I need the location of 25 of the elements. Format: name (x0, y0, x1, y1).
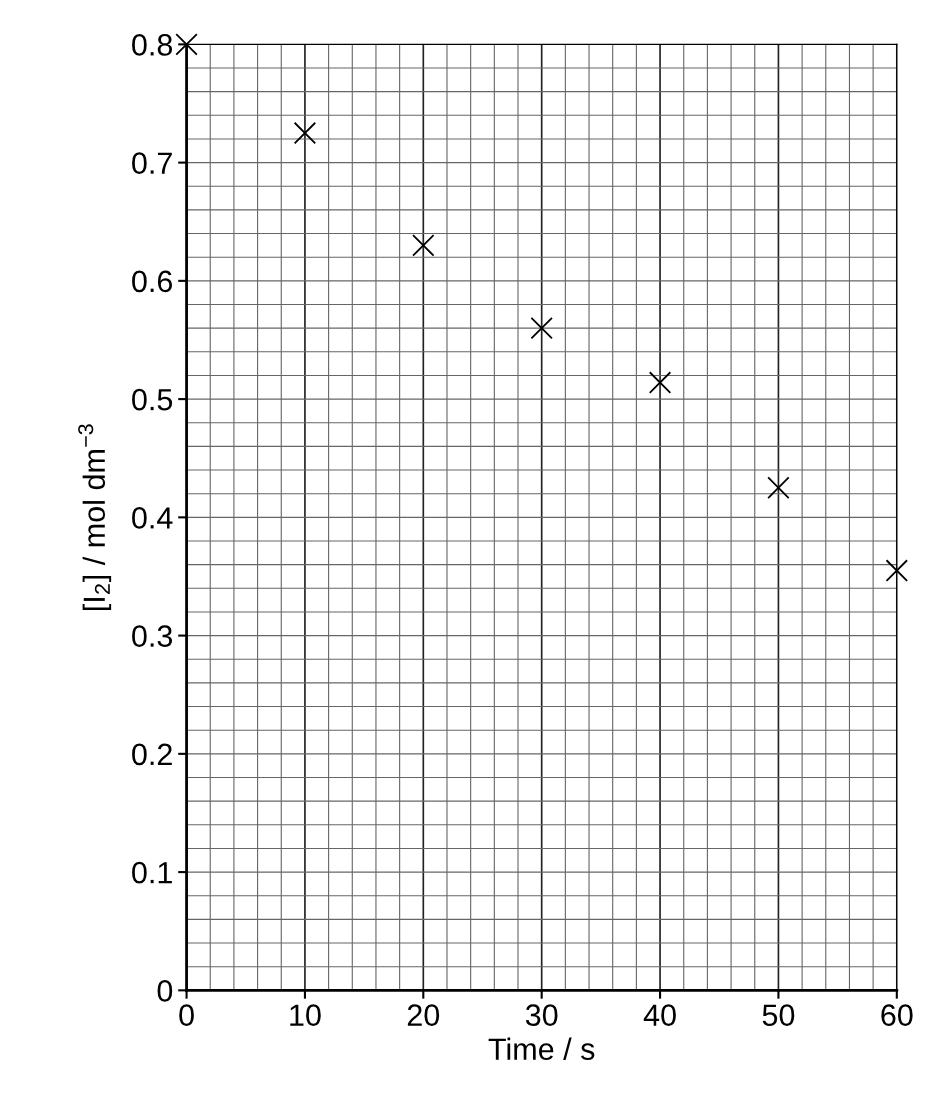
y-tick-label: 0.8 (132, 34, 173, 56)
point (293, 121, 317, 145)
x-tick-label: 20 (407, 1004, 440, 1026)
y-tick-label: 0.4 (132, 507, 173, 529)
y-axis-title: [I$_{2}$] / mol dm$^{−3}$ (78, 424, 112, 611)
point (530, 316, 553, 340)
x-tick-label: 50 (762, 1004, 795, 1026)
point (175, 33, 198, 56)
y-tick-label: 0 (157, 980, 173, 1002)
x-tick-label: 0 (179, 1004, 194, 1026)
x-tick-label: 60 (881, 1004, 913, 1026)
point (412, 234, 435, 257)
y-tick-label: 0.2 (132, 743, 172, 766)
y-tick-label: 0.5 (132, 388, 173, 411)
y-tick-label: 0.7 (132, 152, 172, 174)
y-tick-label: 0.6 (132, 270, 173, 293)
point (885, 559, 909, 582)
x-axis-title: Time / s (488, 1037, 595, 1061)
point (648, 371, 672, 394)
y-tick-label: 0.1 (132, 861, 172, 884)
x-tick-label: 40 (643, 1004, 676, 1026)
x-tick-label: 10 (290, 1004, 321, 1026)
x-tick-label: 30 (525, 1004, 558, 1026)
point (767, 476, 790, 499)
y-tick-label: 0.3 (132, 625, 173, 647)
